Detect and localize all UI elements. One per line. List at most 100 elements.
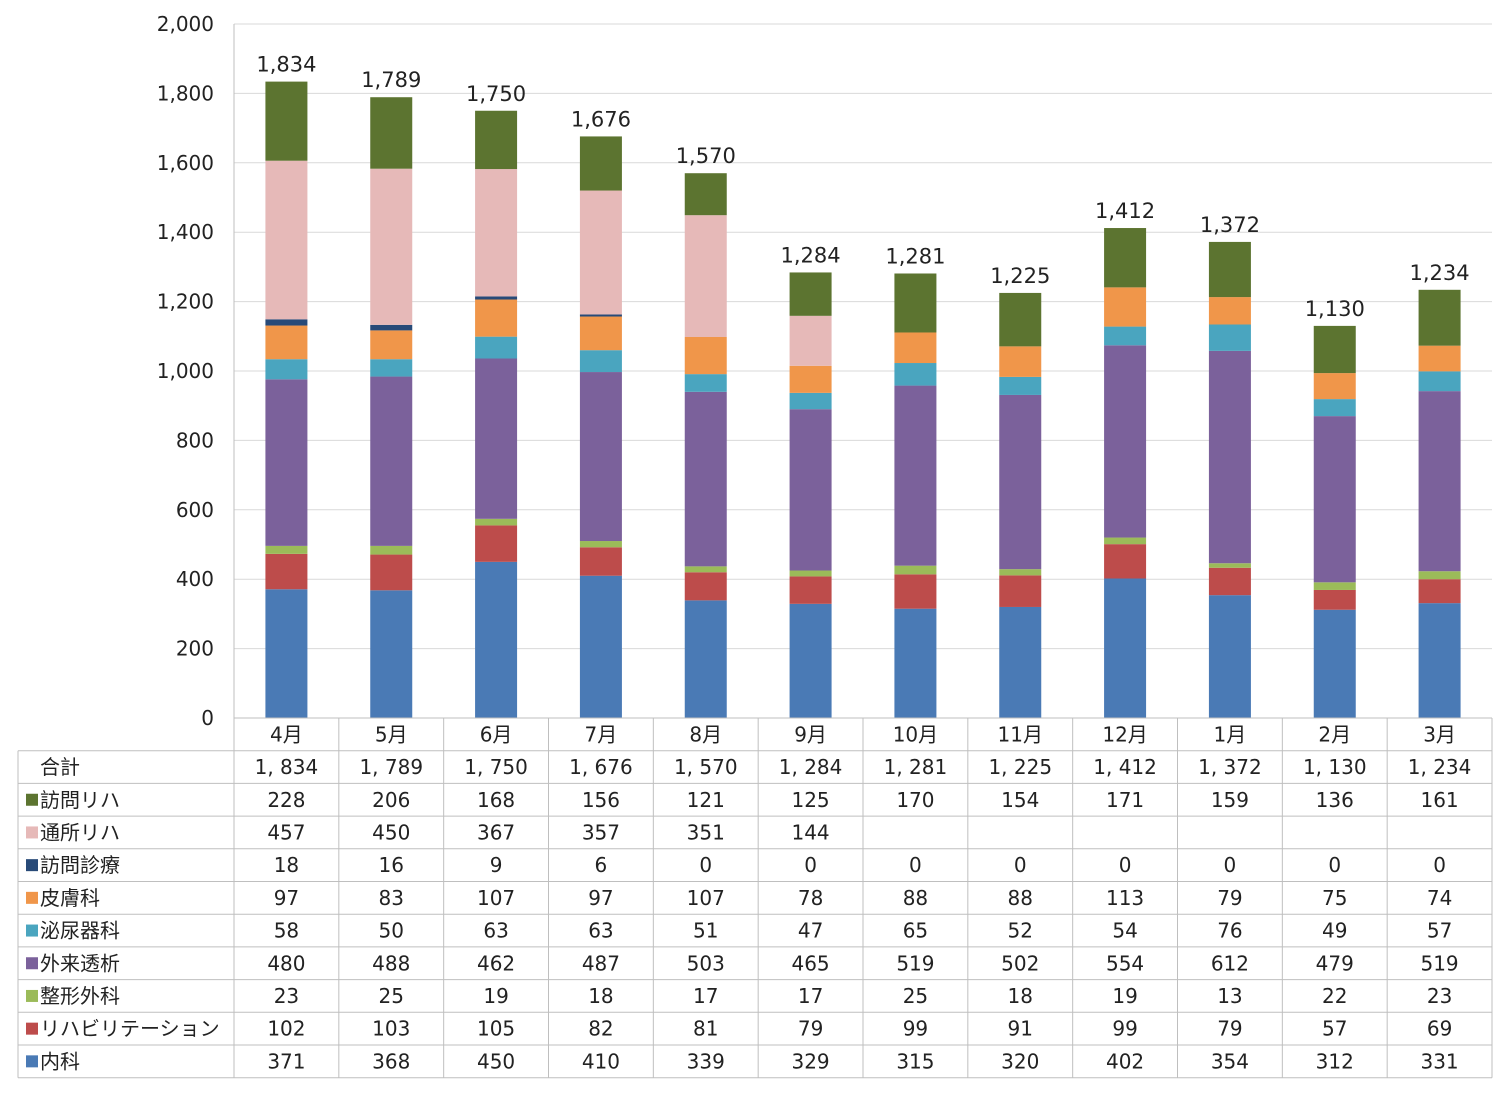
bar-segment — [1104, 544, 1147, 579]
table-cell: 79 — [798, 1017, 823, 1041]
table-cell: 99 — [1112, 1017, 1137, 1041]
table-cell: 19 — [483, 984, 508, 1008]
table-cell: 63 — [588, 919, 613, 943]
bar-segment — [789, 409, 832, 571]
y-tick-label: 0 — [201, 706, 214, 730]
bar-segment — [1418, 345, 1461, 372]
table-cell: 1, 412 — [1093, 755, 1157, 779]
table-cell: 1, 676 — [569, 755, 633, 779]
table-cell: 367 — [477, 820, 515, 844]
table-cell: 121 — [687, 788, 725, 812]
table-cell: 16 — [379, 853, 404, 877]
table-cell: 0 — [1014, 853, 1027, 877]
table-cell: 52 — [1008, 919, 1033, 943]
table-cell: 82 — [588, 1017, 613, 1041]
table-cell: 1, 372 — [1198, 755, 1262, 779]
bar-segment — [475, 169, 518, 297]
table-cell: 1, 570 — [674, 755, 738, 779]
bar-segment — [370, 359, 413, 377]
table-cell: 329 — [791, 1049, 829, 1073]
bar-segment — [370, 554, 413, 591]
table-cell: 171 — [1106, 788, 1144, 812]
bar-segment — [265, 545, 308, 554]
table-cell: 107 — [687, 886, 725, 910]
bar-segment — [1104, 326, 1147, 346]
legend-key — [26, 924, 38, 937]
table-cell: 519 — [1420, 951, 1458, 975]
table-cell: 457 — [267, 820, 305, 844]
bar-segment — [1418, 579, 1461, 604]
legend-key — [26, 793, 38, 806]
legend-label: リハビリテーション — [40, 1017, 220, 1041]
table-cell: 102 — [267, 1017, 305, 1041]
table-cell: 1, 225 — [988, 755, 1052, 779]
bar-segment — [789, 315, 832, 366]
table-cell: 57 — [1322, 1017, 1347, 1041]
table-cell: 354 — [1211, 1049, 1249, 1073]
table-cell: 0 — [1433, 853, 1446, 877]
bar-segment — [265, 81, 308, 161]
table-cell: 57 — [1427, 919, 1452, 943]
table-cell: 113 — [1106, 886, 1144, 910]
x-tick-label: 6月 — [480, 722, 513, 746]
bar-segment — [475, 561, 518, 718]
bar-segment — [579, 575, 622, 718]
bar-segment — [1208, 563, 1251, 568]
bar-segment — [265, 359, 308, 380]
table-cell: 331 — [1420, 1049, 1458, 1073]
bar-segment — [475, 518, 518, 526]
table-cell: 368 — [372, 1049, 410, 1073]
bar-segment — [265, 325, 308, 360]
table-cell: 69 — [1427, 1017, 1452, 1041]
x-tick-label: 9月 — [794, 722, 827, 746]
bar-segment — [1104, 345, 1147, 538]
bar-segment — [1313, 609, 1356, 718]
table-cell: 465 — [791, 951, 829, 975]
bar-segment — [894, 273, 937, 333]
table-cell: 88 — [1008, 886, 1033, 910]
table-cell: 81 — [693, 1017, 718, 1041]
table-cell: 63 — [483, 919, 508, 943]
bar-segment — [475, 110, 518, 170]
bar-segment — [999, 376, 1042, 395]
table-cell: 488 — [372, 951, 410, 975]
bar-segment — [265, 319, 308, 326]
bar-segment — [579, 190, 622, 315]
bar-segment — [1208, 297, 1251, 325]
y-tick-label: 1,200 — [157, 290, 214, 314]
table-cell: 1, 750 — [464, 755, 528, 779]
bar-segment — [1208, 567, 1251, 596]
bar-segment — [1313, 416, 1356, 583]
bar-segment — [265, 160, 308, 320]
bar-segment — [370, 168, 413, 325]
bar-segment — [265, 553, 308, 590]
bar-segment — [684, 600, 727, 718]
bar-segment — [370, 97, 413, 169]
table-cell: 206 — [372, 788, 410, 812]
bar-segment — [1313, 589, 1356, 610]
bar-segment — [475, 525, 518, 562]
legend-label: 外来透析 — [40, 951, 120, 975]
bar-segment — [894, 332, 937, 364]
bar-segment — [999, 606, 1042, 718]
table-cell: 19 — [1112, 984, 1137, 1008]
bar-segment — [370, 324, 413, 331]
legend-key — [26, 826, 38, 839]
table-cell: 503 — [687, 951, 725, 975]
bar-segment — [789, 392, 832, 410]
table-cell: 13 — [1217, 984, 1242, 1008]
legend-label: 内科 — [40, 1049, 80, 1073]
table-cell: 78 — [798, 886, 823, 910]
table-cell: 18 — [1008, 984, 1033, 1008]
bar-segment — [475, 336, 518, 359]
table-cell: 357 — [582, 820, 620, 844]
total-label: 1,789 — [361, 68, 421, 92]
bar-segment — [579, 547, 622, 576]
table-cell: 0 — [699, 853, 712, 877]
table-cell: 97 — [588, 886, 613, 910]
bar-segment — [789, 603, 832, 718]
bar-segment — [1418, 371, 1461, 392]
bar-segment — [579, 316, 622, 351]
table-cell: 170 — [896, 788, 934, 812]
